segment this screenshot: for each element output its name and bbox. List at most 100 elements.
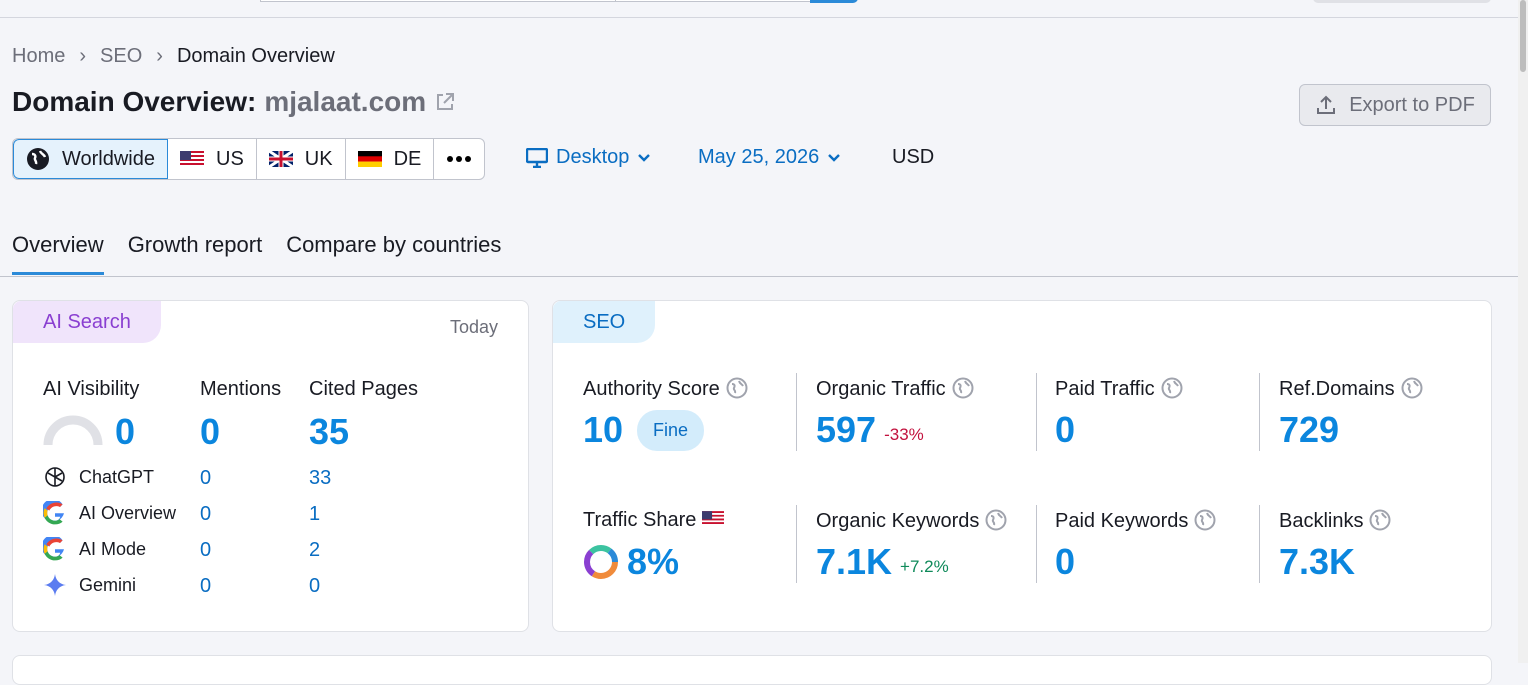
info-icon[interactable] — [985, 509, 1007, 531]
metric-value-row: 8% — [583, 541, 679, 583]
region-label: Worldwide — [62, 147, 155, 170]
info-icon[interactable] — [1369, 509, 1391, 531]
region-button[interactable]: DE — [346, 139, 435, 179]
info-icon[interactable] — [952, 377, 974, 399]
metric-name: Authority Score — [583, 378, 720, 400]
seo-card: SEO Authority Score 10 Fine Organic Traffic… — [552, 300, 1492, 632]
tab[interactable]: Overview — [12, 232, 104, 275]
currency: USD — [892, 146, 934, 169]
metric-name: Organic Traffic — [816, 378, 946, 400]
external-link-icon[interactable] — [434, 91, 456, 113]
visibility-gauge — [43, 415, 103, 446]
date-dropdown[interactable]: May 25, 2026 — [698, 146, 841, 169]
search-input[interactable] — [260, 0, 616, 2]
search-button[interactable] — [810, 0, 858, 3]
info-icon[interactable] — [1401, 377, 1423, 399]
metric-name: Paid Traffic — [1055, 378, 1155, 400]
breadcrumb: Home › SEO › Domain Overview — [12, 45, 335, 68]
region-label: US — [216, 147, 244, 170]
crumb-link[interactable]: Home — [12, 45, 66, 67]
info-icon[interactable] — [1161, 377, 1183, 399]
metric-name: Traffic Share — [583, 509, 697, 531]
ai-search-card: AI Search Today AI Visibility Mentions C… — [12, 300, 529, 632]
ai-visibility-value: 0 — [115, 411, 136, 452]
device-dropdown[interactable]: Desktop — [526, 146, 651, 169]
info-icon[interactable] — [1194, 509, 1216, 531]
region-button[interactable]: Worldwide — [13, 139, 168, 179]
export-label: Export to PDF — [1349, 93, 1475, 116]
flag-icon — [357, 151, 382, 167]
column-divider — [796, 373, 797, 451]
date-label: May 25, 2026 — [698, 146, 820, 168]
metric-label: Paid Keywords — [1055, 509, 1216, 533]
metric-value-row: 7.1K +7.2% — [816, 541, 949, 583]
cited-value[interactable]: 33 — [309, 467, 332, 489]
mentions-value[interactable]: 0 — [200, 575, 212, 597]
metric-value[interactable]: 8% — [627, 541, 680, 582]
metric-value[interactable]: 597 — [816, 409, 877, 450]
chevron — [638, 153, 651, 162]
currency-label: USD — [892, 146, 935, 168]
mentions-value[interactable]: 0 — [200, 539, 212, 561]
metric-value[interactable]: 0 — [1055, 541, 1076, 582]
page-title: Domain Overview: mjalaat.com — [12, 86, 456, 118]
metric-value[interactable]: 7.1K — [816, 541, 893, 582]
column-label: Cited Pages — [309, 378, 418, 400]
metric-value-row: 10 Fine — [583, 409, 705, 451]
column-divider — [1036, 505, 1037, 583]
period: Today — [449, 317, 498, 337]
metric-label: Traffic Share — [583, 509, 725, 532]
top-bar — [0, 0, 1518, 18]
metric-label: Authority Score — [583, 377, 748, 401]
cited-value[interactable]: 1 — [309, 503, 321, 525]
flag-icon — [268, 151, 293, 167]
region-label: UK — [304, 147, 333, 170]
metric-value[interactable]: 0 — [1055, 409, 1076, 450]
globe-icon — [27, 148, 49, 170]
cited-total[interactable]: 35 — [309, 411, 350, 452]
tab[interactable]: Compare by countries — [286, 232, 502, 257]
tab[interactable]: Growth report — [127, 232, 263, 257]
share-donut-icon — [584, 545, 618, 579]
crumb-current: Domain Overview — [176, 45, 335, 67]
column-divider — [1259, 373, 1260, 451]
mentions-value[interactable]: 0 — [200, 467, 212, 489]
metric-name: Ref.Domains — [1279, 378, 1395, 400]
tab-divider — [0, 276, 1518, 277]
column-label: Mentions — [200, 378, 282, 400]
tabs: Overview Growth report Compare by countr… — [12, 232, 501, 275]
scroll-thumb[interactable] — [1520, 0, 1526, 72]
ai-engine-name: AI Overview — [79, 503, 177, 523]
domain: mjalaat.com — [264, 86, 427, 117]
metric-value-row: 597 -33% — [816, 409, 924, 451]
separator: › — [79, 45, 87, 67]
metric-change: -33% — [884, 425, 924, 444]
metric-name: Organic Keywords — [816, 510, 980, 532]
cited-value[interactable]: 0 — [309, 575, 321, 597]
crumb-link[interactable]: SEO — [100, 45, 143, 67]
mentions-value[interactable]: 0 — [200, 503, 212, 525]
column-divider — [1259, 505, 1260, 583]
metric-value[interactable]: 7.3K — [1279, 541, 1356, 582]
metric-value[interactable]: 10 — [583, 409, 624, 450]
scrollbar — [1518, 0, 1528, 663]
export-button[interactable]: Export to PDF — [1299, 84, 1491, 126]
column-divider — [1036, 373, 1037, 451]
metric-value[interactable]: 729 — [1279, 409, 1340, 450]
mentions-total[interactable]: 0 — [200, 411, 221, 452]
desktop-icon — [526, 147, 548, 168]
metric-value-row: 0 — [1055, 541, 1075, 583]
flag-icon — [702, 511, 725, 526]
card-badge: SEO — [553, 301, 656, 343]
region-button[interactable]: UK — [257, 139, 346, 179]
top-button[interactable] — [1313, 0, 1491, 3]
cited-value[interactable]: 2 — [309, 539, 321, 561]
more-button[interactable] — [434, 139, 484, 179]
metric-name: Backlinks — [1279, 510, 1364, 532]
region-button[interactable]: US — [168, 139, 257, 179]
database-select[interactable] — [615, 0, 811, 2]
flag-icon — [180, 151, 204, 167]
ai-engine-icon — [43, 465, 67, 494]
info-icon[interactable] — [726, 377, 748, 399]
